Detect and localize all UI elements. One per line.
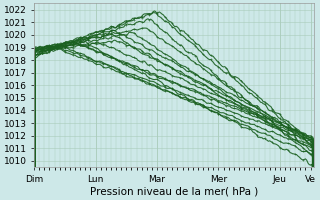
X-axis label: Pression niveau de la mer( hPa ): Pression niveau de la mer( hPa ) [90, 187, 258, 197]
